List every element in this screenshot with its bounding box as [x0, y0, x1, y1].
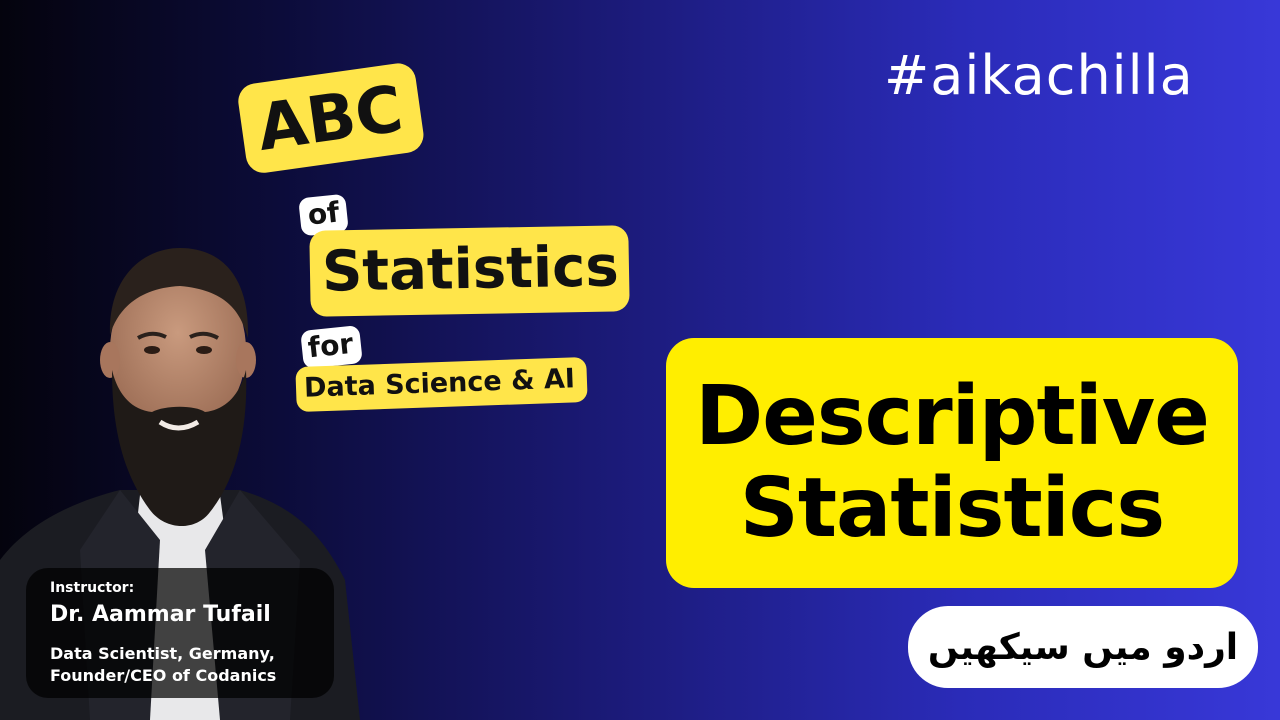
course-title-abc: ABC: [236, 61, 427, 176]
urdu-language-badge: اردو میں سیکھیں: [908, 606, 1258, 688]
instructor-role-line2: Founder/CEO of Codanics: [50, 666, 277, 685]
topic-title-box: Descriptive Statistics: [666, 338, 1238, 588]
instructor-role-line1: Data Scientist, Germany,: [50, 644, 275, 663]
hashtag-text: #aikachilla: [884, 44, 1194, 107]
topic-title-line2: Statistics: [739, 461, 1165, 556]
instructor-label: Instructor:: [50, 580, 135, 596]
instructor-card: Instructor: Dr. Aammar Tufail Data Scien…: [26, 568, 334, 698]
instructor-name: Dr. Aammar Tufail: [50, 602, 271, 627]
topic-title-line1: Descriptive: [695, 369, 1210, 465]
